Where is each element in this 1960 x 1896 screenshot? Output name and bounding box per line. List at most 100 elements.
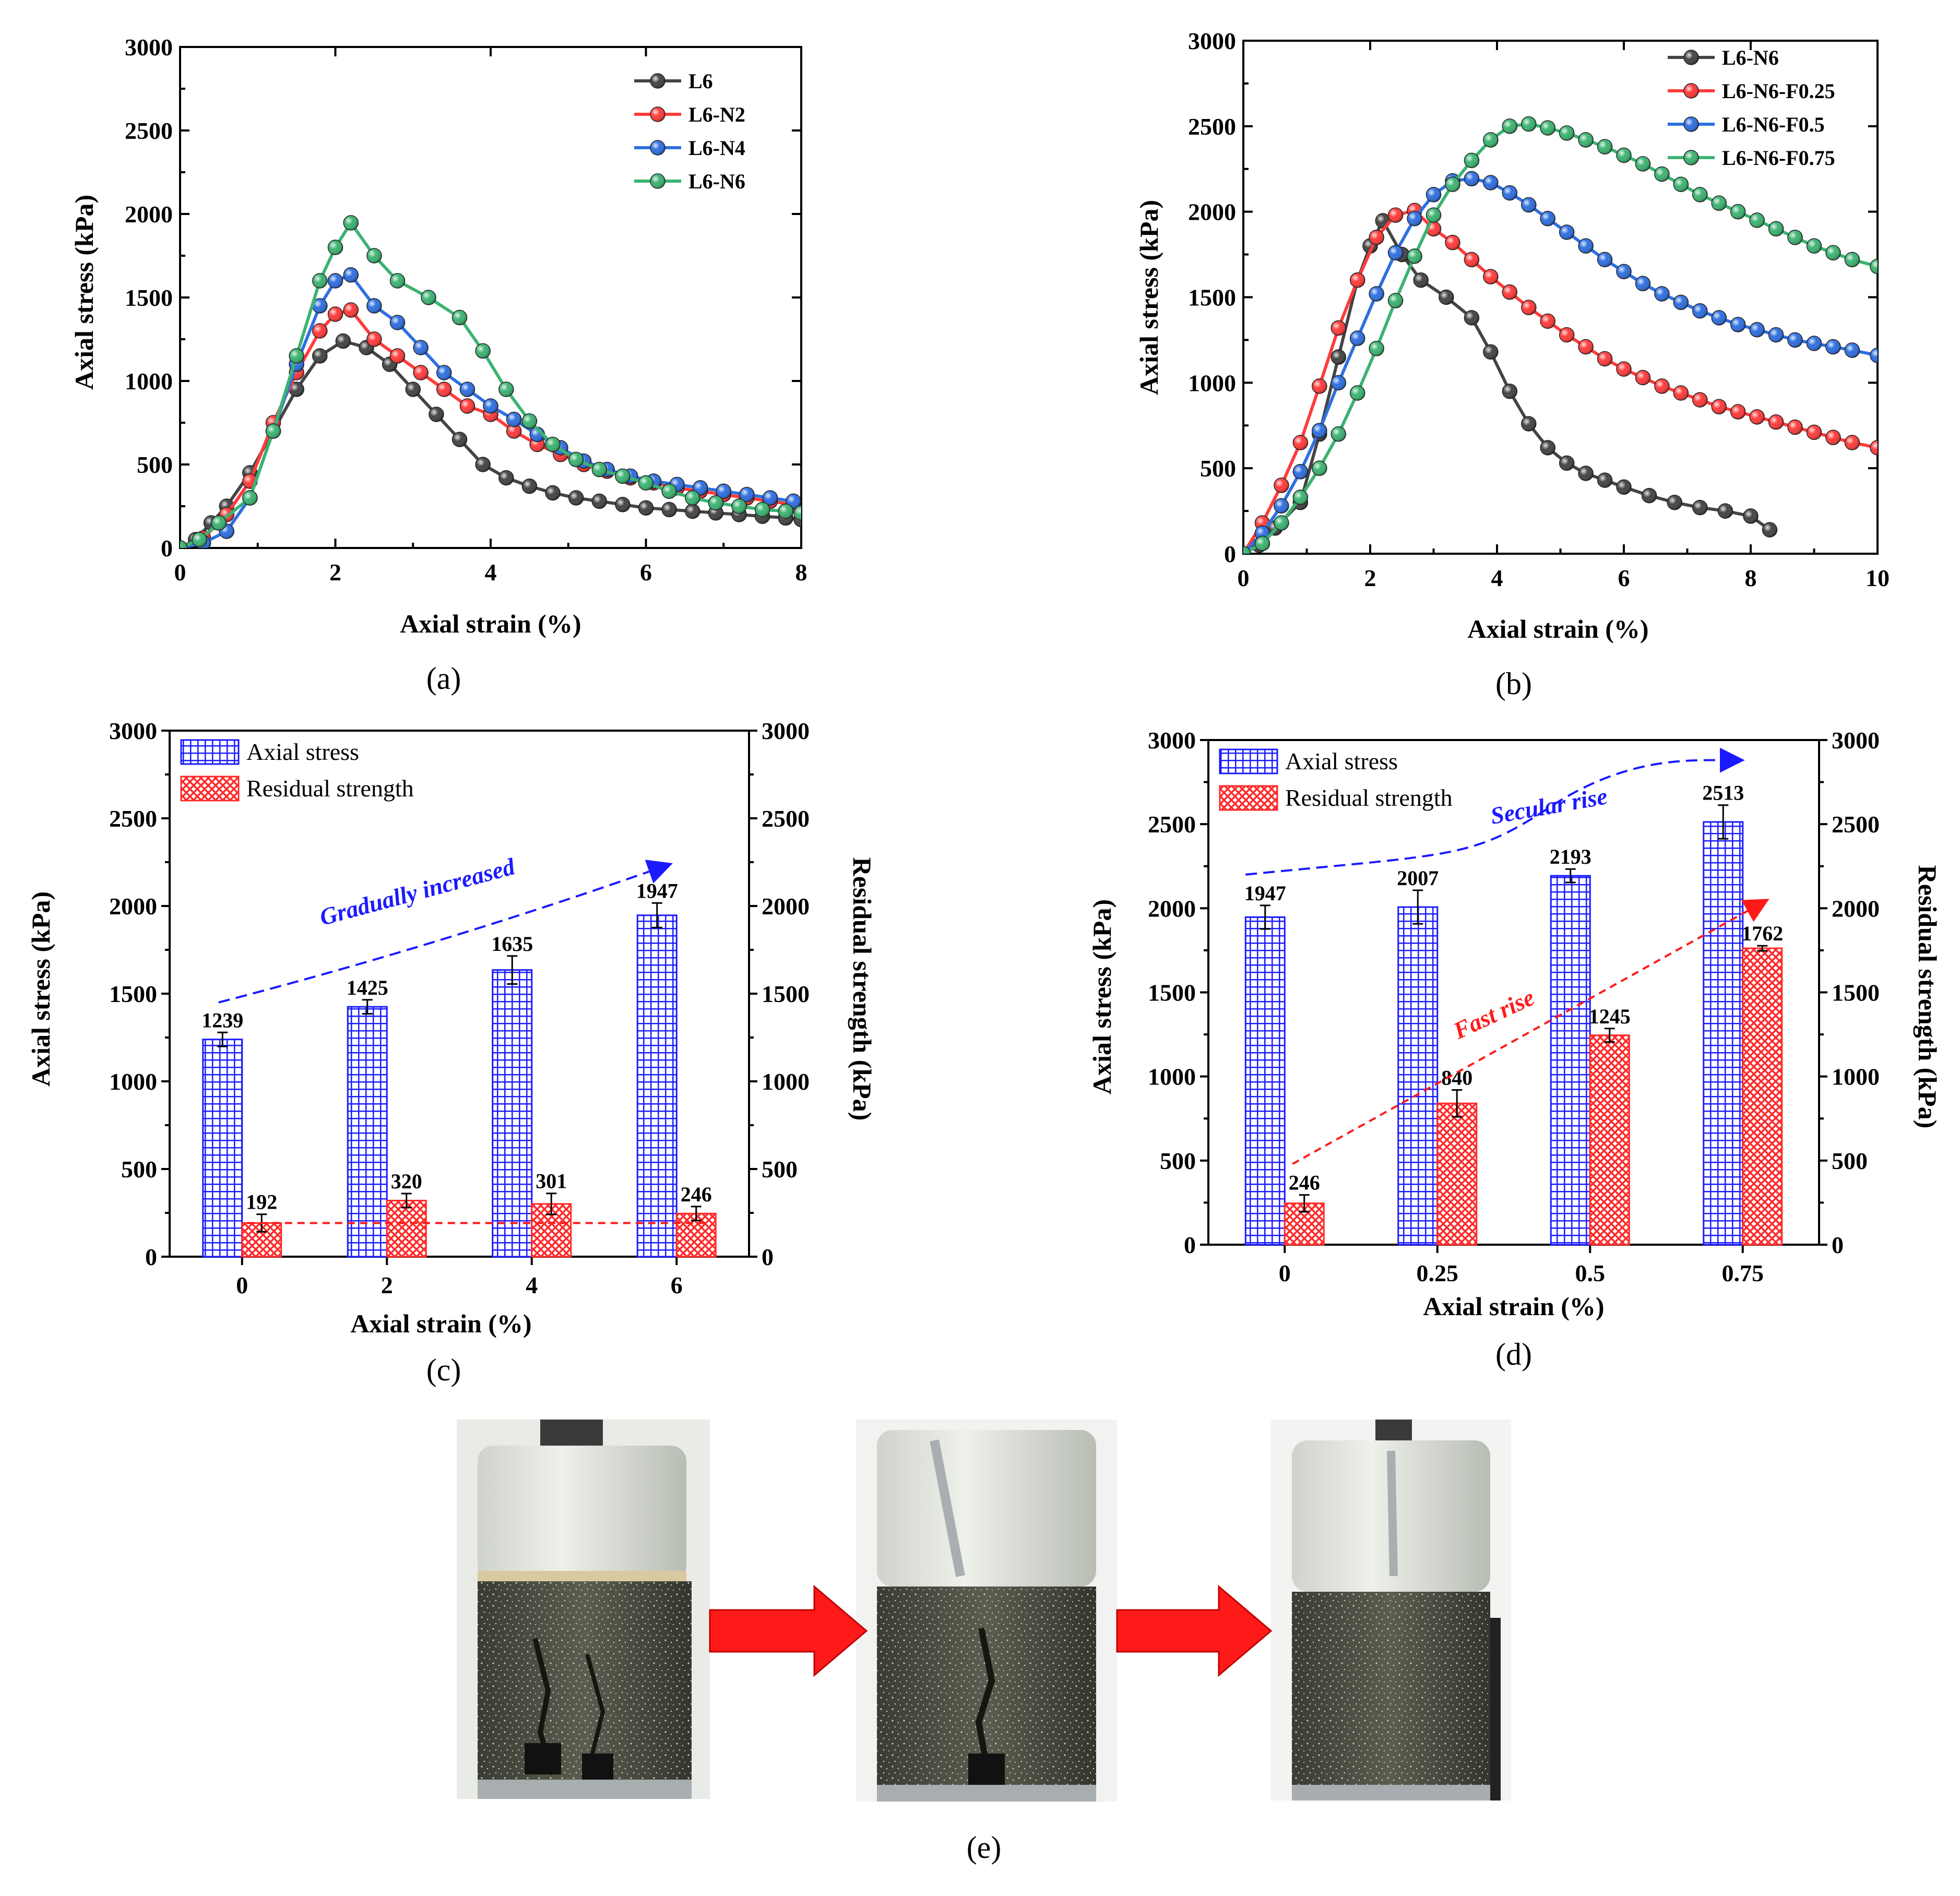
data-point-shade xyxy=(436,382,452,397)
legend-label: L6-N2 xyxy=(688,103,745,126)
bar-axial-stress xyxy=(636,914,678,1258)
data-point-shade xyxy=(1718,504,1733,519)
legend-marker-shade xyxy=(650,107,665,122)
data-point-shade xyxy=(312,349,327,363)
data-point-shade xyxy=(545,485,560,500)
panel-label-b: (b) xyxy=(1495,666,1532,701)
x-axis-title-d: Axial strain (%) xyxy=(1423,1292,1604,1321)
trend-arrow-blue xyxy=(1245,747,1745,876)
data-point-shade xyxy=(1617,362,1631,377)
bar-residual-strength xyxy=(1436,1102,1478,1246)
data-point-shade xyxy=(211,516,227,530)
y2-tick-label: 1000 xyxy=(762,1068,810,1095)
specimen-photo-3 xyxy=(1271,1420,1511,1800)
data-point-shade xyxy=(1825,339,1840,354)
x-tick-label: 2 xyxy=(1364,565,1376,591)
arrow-right-icon xyxy=(709,1584,868,1677)
panel-label-e: (e) xyxy=(967,1830,1002,1865)
y2-tick-label: 500 xyxy=(762,1156,798,1183)
data-point-shade xyxy=(476,457,491,472)
data-point-shade xyxy=(1502,185,1517,200)
data-point-shade xyxy=(180,541,187,548)
chart-d: 0 0 500 500 1000 1000 1500 1500 2000 2000 2500 2500… xyxy=(1087,727,1942,1372)
x-tick-label: 0.25 xyxy=(1417,1260,1459,1286)
legend-label: L6-N6 xyxy=(688,170,745,193)
data-point-shade xyxy=(1762,522,1777,538)
value-label-residual: 246 xyxy=(681,1183,712,1206)
data-point-shade xyxy=(242,491,257,505)
x-tick-label: 0 xyxy=(236,1272,248,1298)
legend-marker-shade xyxy=(1684,50,1698,65)
data-point-shade xyxy=(1730,317,1745,332)
value-label-residual: 301 xyxy=(536,1170,567,1193)
series-l6-n6-f0-25 xyxy=(1243,202,1878,554)
y-tick-label: 1000 xyxy=(109,1068,157,1095)
data-point-shade xyxy=(1673,385,1689,400)
data-point-shade xyxy=(1540,314,1555,329)
x-tick-label: 0.75 xyxy=(1722,1260,1764,1286)
data-point-shade xyxy=(1274,478,1289,493)
data-point-shade xyxy=(390,349,405,363)
data-point-shade xyxy=(1597,139,1612,154)
panel-label-a: (a) xyxy=(426,661,461,696)
series-l6-n6 xyxy=(180,215,801,548)
data-point-shade xyxy=(312,324,327,338)
data-point-shade xyxy=(1730,404,1745,420)
data-point-shade xyxy=(406,382,421,397)
y-tick-label: 1500 xyxy=(1188,284,1236,311)
data-point-shade xyxy=(1635,156,1650,171)
value-label-residual: 1245 xyxy=(1589,1005,1631,1028)
data-point-shade xyxy=(1617,480,1631,495)
data-point-shade xyxy=(568,491,584,505)
x-tick-label: 10 xyxy=(1866,565,1890,591)
data-point-shade xyxy=(460,399,475,413)
data-point-shade xyxy=(1807,336,1822,351)
data-point-shade xyxy=(1274,516,1289,531)
data-point-shade xyxy=(483,399,498,413)
y-tick-label: 3000 xyxy=(109,718,157,744)
y2-tick-label: 2500 xyxy=(762,805,810,832)
data-point-shade xyxy=(1255,536,1270,551)
data-point-shade xyxy=(452,310,467,325)
data-point-shade xyxy=(1312,461,1327,476)
y2-tick-label: 2000 xyxy=(1832,895,1880,922)
plot-area-d: 0 0 500 500 1000 1000 1500 1500 2000 2000 2500 2500… xyxy=(1148,727,1880,1286)
y-tick-label: 1500 xyxy=(109,981,157,1007)
y-tick-label: 3000 xyxy=(1188,28,1236,54)
data-point-shade xyxy=(638,475,654,491)
specimen-photo-1 xyxy=(457,1420,710,1799)
data-point-shade xyxy=(1692,392,1707,408)
data-point-shade xyxy=(1483,133,1498,148)
data-point-shade xyxy=(1464,310,1479,325)
data-point-shade xyxy=(1350,272,1365,288)
legend-label: Axial stress xyxy=(1285,748,1398,774)
data-point-shade xyxy=(1369,286,1384,301)
y-tick-label: 2000 xyxy=(1188,199,1236,225)
data-point-shade xyxy=(328,273,343,288)
legend-swatch-axial xyxy=(1219,748,1278,774)
y-tick-label: 0 xyxy=(161,535,173,562)
y-tick-label: 1000 xyxy=(1188,369,1236,396)
data-point-shade xyxy=(1407,248,1422,264)
data-point-shade xyxy=(1635,276,1650,291)
plot-area-c: 0 0 500 500 1000 1000 1500 1500 2000 2000 2500 2500… xyxy=(109,718,810,1298)
data-point-shade xyxy=(1617,148,1631,163)
data-point-shade xyxy=(732,499,746,514)
data-point-shade xyxy=(343,215,359,230)
data-point-shade xyxy=(1692,187,1707,202)
plot-area-b: 0 2 4 6 8 10 0 500 1000 1500 2000 2500 3000 L6-N6 L6-N… xyxy=(1188,28,1890,591)
bar-axial-stress xyxy=(492,969,533,1258)
data-point-shade xyxy=(1502,384,1517,399)
data-point-shade xyxy=(1426,208,1441,223)
legend-label: Residual strength xyxy=(1285,784,1453,811)
data-point-shade xyxy=(1331,320,1346,336)
specimen-photo-2 xyxy=(856,1420,1117,1802)
data-point-shade xyxy=(1445,235,1460,250)
y2-tick-label: 3000 xyxy=(1832,727,1880,754)
bar-axial-stress xyxy=(1244,916,1286,1246)
data-point-shade xyxy=(506,424,521,438)
series-l6-n6-f0-75 xyxy=(1243,116,1878,554)
data-point-shade xyxy=(1750,213,1765,228)
bar-axial-stress xyxy=(1397,906,1439,1246)
y-axis-title-b: Axial stress (kPa) xyxy=(1134,200,1163,395)
